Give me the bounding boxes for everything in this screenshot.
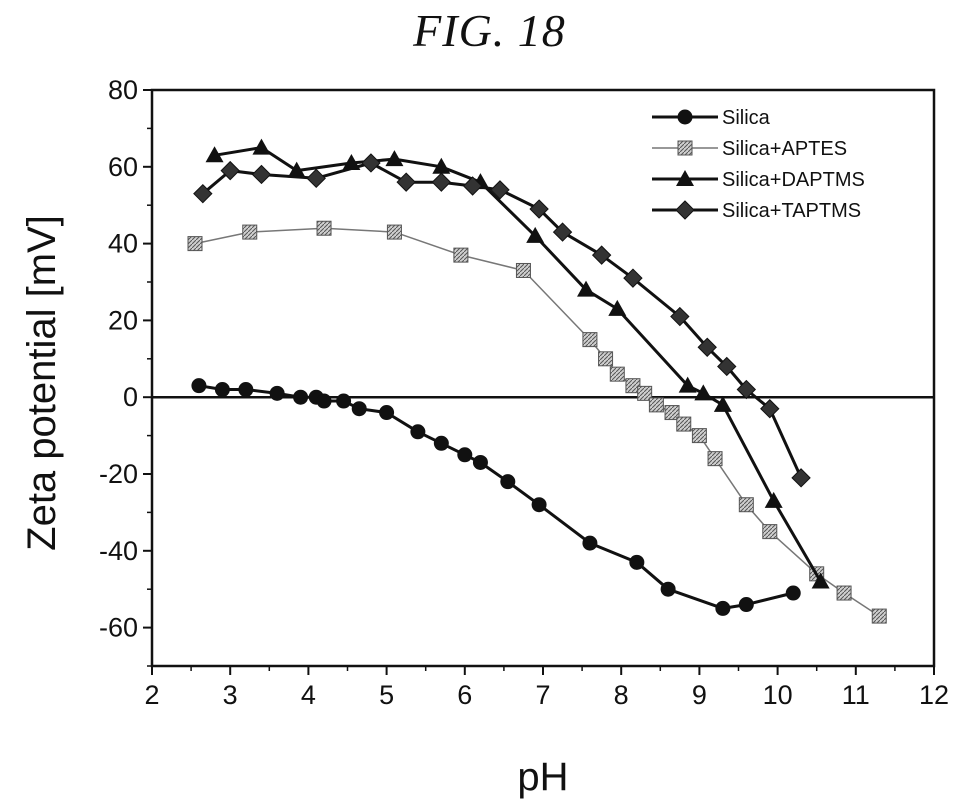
- data-point-silica: [434, 436, 449, 451]
- series-line-silica: [199, 386, 793, 609]
- legend-label-silica: Silica: [722, 107, 771, 129]
- y-tick-label: 20: [108, 305, 138, 335]
- data-point-silica: [379, 405, 394, 420]
- data-point-silica-aptes: [516, 263, 530, 277]
- data-point-silica-aptes: [837, 586, 851, 600]
- x-tick-label: 7: [535, 680, 550, 710]
- legend-item-silica: Silica: [652, 107, 771, 129]
- data-point-silica: [457, 447, 472, 462]
- data-point-silica-aptes: [583, 333, 597, 347]
- data-point-silica: [352, 401, 367, 416]
- data-point-silica: [532, 497, 547, 512]
- legend-marker-silica-taptms: [676, 201, 694, 219]
- data-point-silica: [317, 394, 332, 409]
- legend-marker-silica: [678, 110, 693, 125]
- data-point-silica-aptes: [677, 417, 691, 431]
- data-point-silica: [473, 455, 488, 470]
- data-point-silica: [191, 378, 206, 393]
- legend-label-silica-taptms: Silica+TAPTMS: [722, 200, 861, 222]
- data-point-silica-taptms: [252, 165, 270, 183]
- x-tick-label: 6: [457, 680, 472, 710]
- data-point-silica-aptes: [708, 452, 722, 466]
- data-point-silica: [336, 394, 351, 409]
- legend-item-silica-taptms: Silica+TAPTMS: [652, 200, 861, 222]
- x-tick-label: 5: [379, 680, 394, 710]
- y-tick-label: 0: [123, 382, 138, 412]
- series-silica-aptes: [188, 221, 886, 623]
- data-point-silica-taptms: [792, 469, 810, 487]
- legend-item-silica-aptes: Silica+APTES: [652, 138, 847, 160]
- data-point-silica-taptms: [362, 154, 380, 172]
- data-point-silica-aptes: [649, 398, 663, 412]
- y-tick-label: -20: [99, 459, 138, 489]
- data-point-silica-daptms: [252, 139, 270, 155]
- x-tick-label: 4: [301, 680, 316, 710]
- data-point-silica-aptes: [387, 225, 401, 239]
- data-point-silica-aptes: [692, 429, 706, 443]
- data-point-silica-aptes: [188, 237, 202, 251]
- legend-item-silica-daptms: Silica+DAPTMS: [652, 169, 865, 191]
- data-point-silica: [661, 582, 676, 597]
- data-point-silica-aptes: [243, 225, 257, 239]
- data-point-silica: [500, 474, 515, 489]
- data-point-silica: [293, 390, 308, 405]
- data-point-silica-aptes: [599, 352, 613, 366]
- data-point-silica-daptms: [694, 384, 712, 400]
- data-point-silica: [629, 555, 644, 570]
- y-tick-label: 80: [108, 75, 138, 105]
- x-tick-label: 2: [144, 680, 159, 710]
- data-point-silica: [739, 597, 754, 612]
- y-axis-label: Zeta potential [mV]: [20, 215, 64, 551]
- x-tick-label: 3: [223, 680, 238, 710]
- y-tick-label: 40: [108, 229, 138, 259]
- data-point-silica-daptms: [608, 300, 626, 316]
- y-tick-label: 60: [108, 152, 138, 182]
- data-point-silica: [715, 601, 730, 616]
- data-point-silica-aptes: [763, 525, 777, 539]
- data-point-silica-taptms: [432, 173, 450, 191]
- data-point-silica: [582, 536, 597, 551]
- data-point-silica: [215, 382, 230, 397]
- x-tick-label: 8: [614, 680, 629, 710]
- y-tick-label: -40: [99, 536, 138, 566]
- data-point-silica-aptes: [454, 248, 468, 262]
- legend-marker-silica-aptes: [678, 141, 692, 155]
- x-tick-label: 12: [919, 680, 949, 710]
- legend-label-silica-aptes: Silica+APTES: [722, 138, 847, 160]
- data-point-silica-aptes: [872, 609, 886, 623]
- data-point-silica: [238, 382, 253, 397]
- data-point-silica-aptes: [317, 221, 331, 235]
- x-tick-label: 10: [763, 680, 793, 710]
- series-silica: [191, 378, 800, 616]
- x-tick-label: 9: [692, 680, 707, 710]
- y-tick-label: -60: [99, 613, 138, 643]
- data-point-silica-aptes: [610, 367, 624, 381]
- x-tick-label: 11: [842, 680, 870, 710]
- data-point-silica: [410, 424, 425, 439]
- legend: Silica Silica+APTES Silica+DAPTMS Silica+TA…: [652, 107, 865, 222]
- data-point-silica: [786, 586, 801, 601]
- x-axis-label: pH: [517, 755, 568, 799]
- data-point-silica-aptes: [739, 498, 753, 512]
- data-point-silica-taptms: [307, 169, 325, 187]
- data-point-silica: [270, 386, 285, 401]
- data-point-silica-taptms: [397, 173, 415, 191]
- data-point-silica-daptms: [385, 150, 403, 166]
- data-point-silica-daptms: [765, 492, 783, 508]
- legend-label-silica-daptms: Silica+DAPTMS: [722, 169, 865, 191]
